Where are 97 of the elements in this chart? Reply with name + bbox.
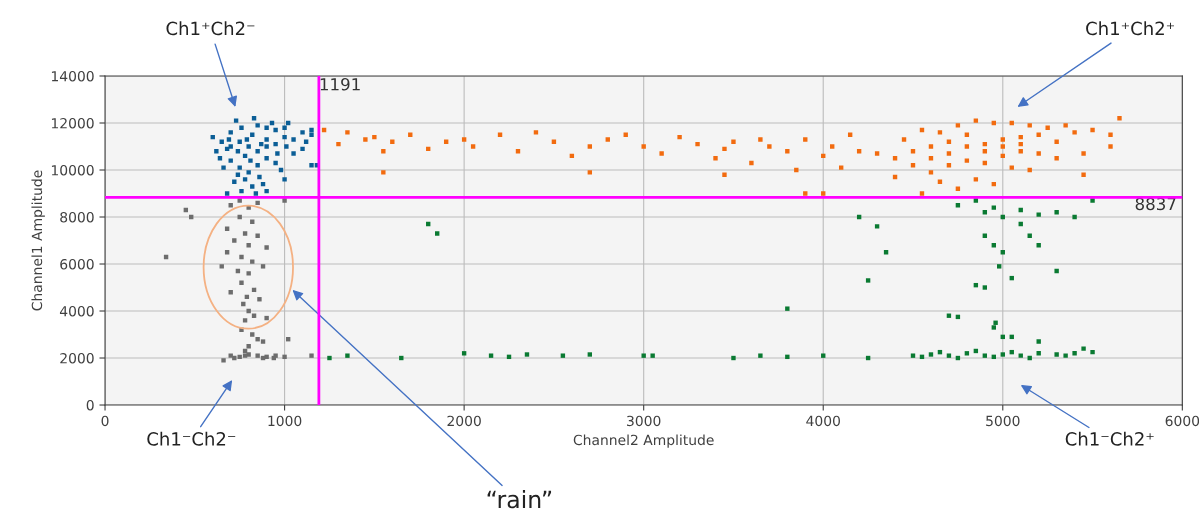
point — [239, 280, 244, 286]
y-tick-label: 14000 — [51, 70, 94, 82]
point — [264, 137, 269, 142]
y-tick-label: 2000 — [60, 352, 94, 364]
x-tick-label: 0 — [101, 415, 109, 427]
point — [253, 191, 259, 196]
point — [233, 118, 239, 123]
point — [237, 354, 242, 360]
point — [264, 245, 269, 250]
point — [228, 130, 233, 135]
x-tick-label: 3000 — [627, 415, 661, 427]
point — [300, 146, 305, 152]
point — [264, 156, 269, 161]
text: Ch1⁻Ch2⁺ — [1065, 431, 1154, 446]
x-tick-label: 1000 — [268, 415, 302, 427]
point — [237, 165, 242, 170]
y-axis-title: Channel1 Amplitude — [31, 170, 45, 311]
point — [255, 353, 260, 358]
y-tick-label: 8000 — [60, 211, 94, 223]
point — [255, 163, 260, 168]
point — [273, 160, 278, 166]
point — [282, 125, 287, 130]
point — [232, 238, 237, 243]
point — [228, 353, 233, 358]
point — [275, 151, 280, 156]
point — [264, 125, 269, 130]
point — [257, 297, 262, 302]
point — [282, 354, 287, 360]
point — [264, 144, 269, 149]
point — [246, 170, 251, 175]
point — [250, 259, 255, 264]
y-tick-label: 10000 — [51, 164, 94, 176]
point — [248, 158, 253, 163]
point — [255, 233, 260, 238]
y-tick-label: 6000 — [60, 258, 94, 270]
point — [228, 158, 233, 163]
point — [246, 344, 251, 349]
point — [232, 355, 237, 361]
point — [242, 231, 248, 236]
point — [291, 137, 296, 142]
point — [244, 137, 250, 142]
point — [250, 332, 255, 337]
point — [264, 315, 269, 321]
point — [239, 254, 244, 260]
point — [282, 134, 287, 140]
point — [260, 264, 266, 269]
x-tick-label: 6000 — [1165, 415, 1199, 427]
point — [309, 353, 314, 358]
point — [255, 337, 260, 342]
point — [309, 127, 314, 133]
point — [246, 308, 251, 314]
y-tick-label: 12000 — [51, 117, 94, 129]
point — [219, 264, 224, 269]
ref-line-label: 8837 — [1135, 197, 1176, 211]
point — [242, 353, 248, 358]
point — [300, 130, 305, 135]
point — [214, 149, 219, 154]
point — [242, 318, 248, 323]
ref-line-label: 1191 — [320, 77, 360, 91]
point — [246, 144, 251, 149]
text: Ch1⁺Ch2⁻ — [166, 21, 255, 36]
point — [232, 179, 237, 184]
point — [282, 177, 287, 182]
x-tick-label: 2000 — [447, 415, 481, 427]
x-tick-label: 5000 — [986, 415, 1020, 427]
point — [291, 151, 296, 156]
point — [221, 165, 226, 170]
point — [226, 137, 232, 142]
x-tick-label: 4000 — [806, 415, 840, 427]
point — [239, 188, 244, 194]
text: Ch1⁺Ch2⁺ — [1086, 21, 1175, 36]
point — [273, 127, 278, 133]
point — [246, 243, 251, 248]
point — [221, 358, 226, 363]
point — [309, 163, 314, 168]
point — [309, 132, 314, 137]
point — [264, 188, 269, 194]
y-tick-label: 4000 — [59, 305, 94, 317]
point — [257, 174, 262, 180]
point — [237, 139, 242, 144]
point — [273, 141, 278, 147]
y-tick-label: 0 — [86, 399, 94, 411]
x-axis-title: Channel2 Amplitude — [573, 434, 714, 448]
point — [237, 214, 242, 220]
point — [242, 177, 248, 182]
point — [255, 149, 260, 154]
point — [228, 144, 233, 149]
point — [246, 271, 251, 276]
text: Ch1⁻Ch2⁻ — [147, 431, 236, 446]
point — [255, 123, 260, 128]
point — [255, 200, 260, 206]
point — [250, 184, 255, 189]
point — [284, 144, 289, 149]
text: “rain” — [487, 490, 552, 509]
point — [239, 125, 244, 130]
point — [260, 339, 266, 344]
point — [224, 191, 230, 196]
